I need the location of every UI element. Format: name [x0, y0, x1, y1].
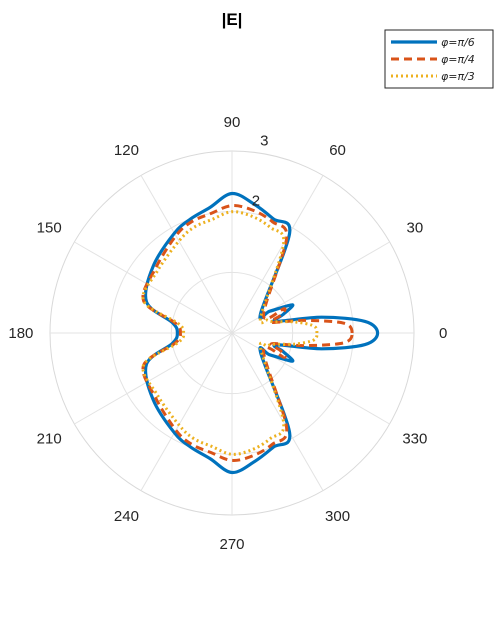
theta-tick-label: 60 [329, 142, 346, 159]
grid-spoke [231, 332, 390, 425]
theta-tick-label: 270 [219, 536, 244, 553]
grid-spoke [74, 241, 233, 334]
legend-label: φ=π/3 [441, 70, 475, 83]
legend-label: φ=π/4 [441, 53, 475, 66]
grid-spoke [140, 175, 233, 334]
theta-tick-label: 330 [402, 431, 427, 448]
grid-spoke [231, 175, 324, 334]
legend-label: φ=π/6 [441, 36, 475, 49]
grid-spoke [140, 332, 233, 491]
grid-spoke [231, 332, 324, 491]
series-lines [141, 191, 380, 475]
theta-tick-label: 240 [114, 508, 139, 525]
series-line [143, 191, 380, 475]
grid-spoke [74, 332, 233, 425]
series-line [141, 210, 319, 456]
polar-grid [49, 150, 415, 516]
chart-title: |E| [222, 10, 243, 29]
r-tick-label: 2 [252, 193, 260, 210]
theta-tick-label: 0 [439, 325, 447, 342]
series-line [141, 204, 354, 462]
theta-tick-label: 210 [37, 431, 62, 448]
theta-tick-label: 300 [325, 508, 350, 525]
theta-tick-label: 150 [37, 219, 62, 236]
legend-box [384, 29, 494, 89]
grid-spoke [231, 241, 390, 334]
r-tick-label: 3 [260, 133, 268, 150]
theta-tick-label: 90 [224, 114, 241, 131]
theta-tick-label: 30 [406, 219, 423, 236]
theta-tick-label: 180 [8, 325, 33, 342]
theta-tick-label: 120 [114, 142, 139, 159]
tick-labels: 0 30 60 90 120 150 180 210 240 270 300 330 2 3 [8, 114, 447, 553]
legend: φ=π/6 φ=π/4 φ=π/3 [384, 29, 494, 89]
